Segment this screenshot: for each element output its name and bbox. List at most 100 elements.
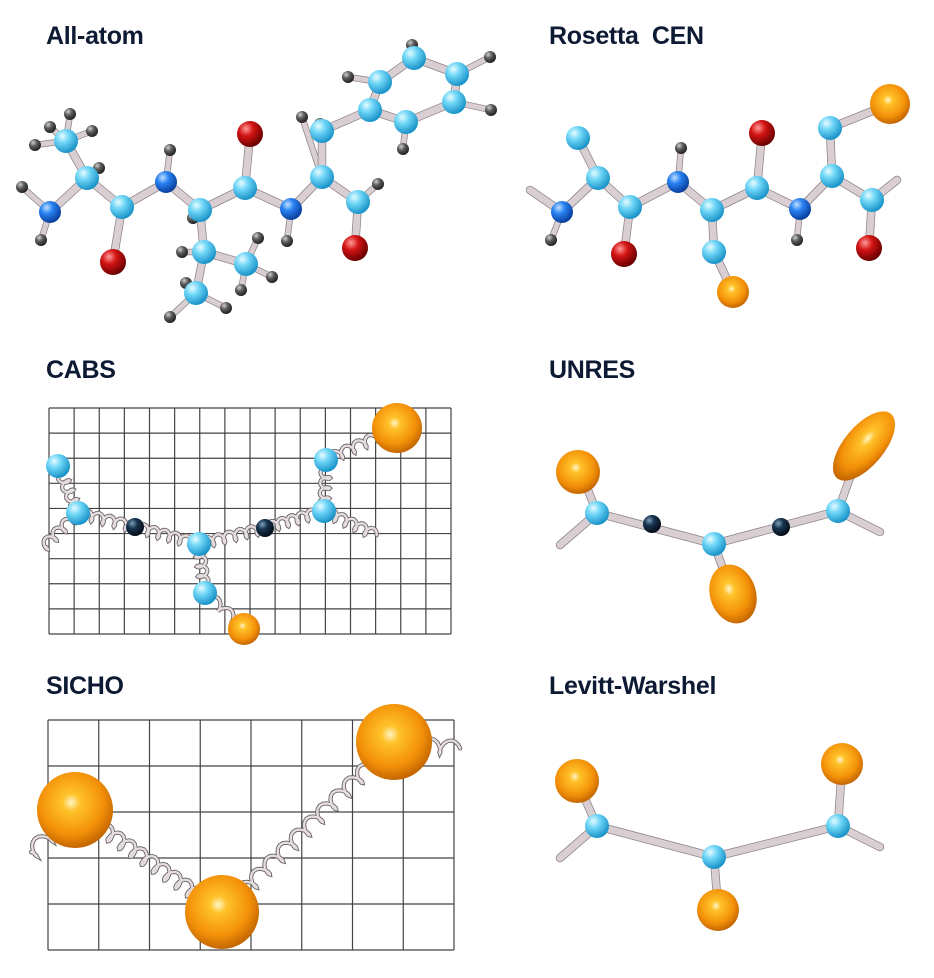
nitrogen-atom [39,201,61,223]
carbon-atom [75,166,99,190]
carbon-atom [233,176,257,200]
hydrogen-atom [266,271,278,283]
carbon-atom [193,581,217,605]
title-rosetta-cen: Rosetta CEN [549,22,704,50]
nitrogen-atom [551,201,573,223]
sidechain-sphere [697,889,739,931]
carbon-atom [826,499,850,523]
carbon-atom [310,165,334,189]
carbon-atom [585,814,609,838]
hydrogen-atom [397,143,409,155]
carbon-atom [586,166,610,190]
oxygen-atom [342,235,368,261]
hydrogen-atom [675,142,687,154]
hydrogen-atom [485,104,497,116]
title-sicho: SICHO [46,672,124,700]
title-unres: UNRES [549,356,636,384]
levitt-warshel-model [555,743,885,931]
cabs-model [41,403,452,645]
carbon-atom [700,198,724,222]
carbon-atom [312,499,336,523]
bond [593,822,718,861]
hydrogen-atom [64,108,76,120]
spring-bond [223,736,399,916]
carbon-atom [826,814,850,838]
carbon-atom [702,532,726,556]
carbon-atom [402,46,426,70]
all-atom-model [16,39,497,323]
sidechain-ellipsoid [832,411,896,481]
sidechain-sphere [555,759,599,803]
hydrogen-atom [44,121,56,133]
nitrogen-atom [667,171,689,193]
hydrogen-atom [296,111,308,123]
hydrogen-atom [86,125,98,137]
title-levitt-warshel: Levitt-Warshel [549,672,717,700]
oxygen-atom [611,241,637,267]
spring-bond [78,508,140,532]
hydrogen-atom [220,302,232,314]
hydrogen-atom [252,232,264,244]
hydrogen-atom [235,284,247,296]
carbon-atom [745,176,769,200]
hydrogen-atom [791,234,803,246]
sidechain-sphere [356,704,432,780]
sidechain-sphere [185,875,259,949]
hydrogen-atom [281,235,293,247]
carbon-atom [566,126,590,150]
carbon-atom [368,70,392,94]
nitrogen-atom [280,198,302,220]
carbon-atom [860,188,884,212]
hydrogen-atom [342,71,354,83]
title-cabs: CABS [46,356,116,384]
hydrogen-atom [35,234,47,246]
carbon-atom [188,198,212,222]
sidechain-sphere [372,403,422,453]
carbon-atom [192,240,216,264]
sidechain-sphere [556,450,600,494]
sidechain-sphere [870,84,910,124]
hydrogen-atom [545,234,557,246]
sidechain-sphere [37,772,113,848]
pseudo-atom [126,518,144,536]
sidechain-sphere [717,276,749,308]
carbon-atom [314,448,338,472]
carbon-atom [585,501,609,525]
oxygen-atom [856,235,882,261]
carbon-atom [110,195,134,219]
rosetta-cen-model [525,84,910,308]
carbon-atom [394,110,418,134]
unres-model [555,411,896,624]
carbon-atom [184,281,208,305]
carbon-atom [310,119,334,143]
hydrogen-atom [29,139,41,151]
carbon-atom [618,195,642,219]
carbon-atom [702,845,726,869]
carbon-atom [346,190,370,214]
sicho-model [28,704,463,951]
carbon-atom [818,116,842,140]
hydrogen-atom [484,51,496,63]
sidechain-ellipsoid [709,564,757,624]
oxygen-atom [100,249,126,275]
carbon-atom [358,98,382,122]
nitrogen-atom [155,171,177,193]
carbon-atom [66,501,90,525]
sidechain-sphere [228,613,260,645]
hydrogen-atom [164,144,176,156]
title-all-atom: All-atom [46,22,144,50]
sidechain-sphere [821,743,863,785]
bond [710,822,842,861]
oxygen-atom [749,120,775,146]
hydrogen-atom [176,246,188,258]
carbon-atom [187,532,211,556]
oxygen-atom [237,121,263,147]
hydrogen-atom [372,178,384,190]
carbon-atom [234,252,258,276]
hydrogen-atom [164,311,176,323]
carbon-atom [820,164,844,188]
carbon-atom [702,240,726,264]
carbon-atom [54,129,78,153]
carbon-atom [442,90,466,114]
